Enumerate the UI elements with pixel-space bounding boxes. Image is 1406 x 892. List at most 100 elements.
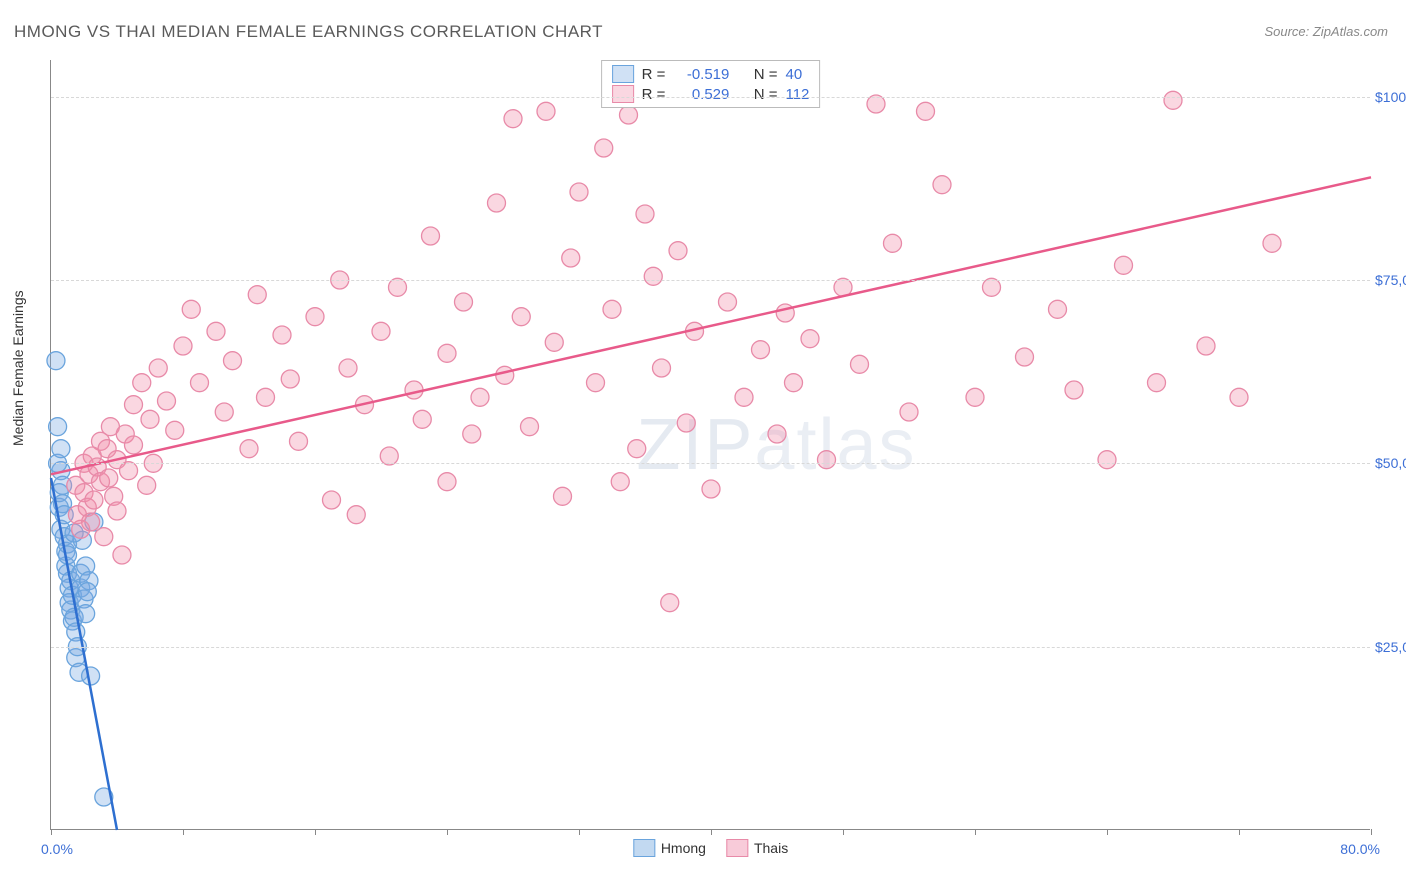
data-point <box>1148 374 1166 392</box>
data-point <box>108 502 126 520</box>
data-point <box>587 374 605 392</box>
legend-label: Hmong <box>661 840 706 856</box>
data-point <box>867 95 885 113</box>
gridline <box>51 647 1370 648</box>
x-axis-max-label: 80.0% <box>1340 841 1380 857</box>
data-point <box>603 300 621 318</box>
data-point <box>702 480 720 498</box>
data-point <box>933 176 951 194</box>
data-point <box>224 352 242 370</box>
data-point <box>752 341 770 359</box>
data-point <box>85 491 103 509</box>
data-point <box>191 374 209 392</box>
data-point <box>488 194 506 212</box>
data-point <box>380 447 398 465</box>
data-point <box>719 293 737 311</box>
plot-area: ZIPatlas R =-0.519 N =40R =0.529 N =112 … <box>50 60 1370 830</box>
data-point <box>100 469 118 487</box>
r-value: -0.519 <box>673 66 729 83</box>
data-point <box>537 102 555 120</box>
data-point <box>1098 451 1116 469</box>
data-point <box>504 110 522 128</box>
data-point <box>884 234 902 252</box>
plot-svg <box>51 60 1370 829</box>
x-tick <box>315 829 316 835</box>
legend-swatch <box>612 65 634 83</box>
data-point <box>182 300 200 318</box>
data-point <box>47 352 65 370</box>
data-point <box>785 374 803 392</box>
r-value: 0.529 <box>673 86 729 103</box>
data-point <box>438 344 456 362</box>
data-point <box>347 506 365 524</box>
source-attribution: Source: ZipAtlas.com <box>1264 24 1388 39</box>
bottom-legend: Hmong Thais <box>633 839 788 857</box>
r-label: R = <box>642 66 666 83</box>
data-point <box>77 605 95 623</box>
x-axis-min-label: 0.0% <box>41 841 73 857</box>
data-point <box>82 667 100 685</box>
data-point <box>215 403 233 421</box>
gridline <box>51 97 1370 98</box>
data-point <box>554 487 572 505</box>
data-point <box>82 513 100 531</box>
data-point <box>562 249 580 267</box>
x-tick <box>447 829 448 835</box>
data-point <box>1016 348 1034 366</box>
data-point <box>323 491 341 509</box>
data-point <box>496 366 514 384</box>
data-point <box>595 139 613 157</box>
data-point <box>273 326 291 344</box>
data-point <box>735 388 753 406</box>
legend-label: Thais <box>754 840 788 856</box>
data-point <box>620 106 638 124</box>
data-point <box>768 425 786 443</box>
data-point <box>339 359 357 377</box>
r-label: R = <box>642 86 666 103</box>
y-tick-label: $75,000 <box>1375 272 1406 288</box>
x-tick <box>1371 829 1372 835</box>
data-point <box>113 546 131 564</box>
data-point <box>1065 381 1083 399</box>
chart-title: HMONG VS THAI MEDIAN FEMALE EARNINGS COR… <box>14 22 603 42</box>
data-point <box>248 286 266 304</box>
data-point <box>389 278 407 296</box>
data-point <box>120 462 138 480</box>
n-value: 40 <box>785 66 802 83</box>
data-point <box>281 370 299 388</box>
n-label: N = <box>754 66 778 83</box>
stats-row: R =0.529 N =112 <box>612 85 810 103</box>
x-tick <box>183 829 184 835</box>
data-point <box>463 425 481 443</box>
data-point <box>49 418 67 436</box>
stats-legend: R =-0.519 N =40R =0.529 N =112 <box>601 60 821 108</box>
legend-item: Hmong <box>633 839 706 857</box>
data-point <box>141 410 159 428</box>
x-tick <box>711 829 712 835</box>
data-point <box>628 440 646 458</box>
data-point <box>207 322 225 340</box>
data-point <box>1197 337 1215 355</box>
data-point <box>851 355 869 373</box>
n-value: 112 <box>785 86 809 103</box>
x-tick <box>51 829 52 835</box>
data-point <box>413 410 431 428</box>
data-point <box>158 392 176 410</box>
data-point <box>611 473 629 491</box>
data-point <box>166 421 184 439</box>
data-point <box>306 308 324 326</box>
trend-line <box>51 177 1371 474</box>
data-point <box>1049 300 1067 318</box>
data-point <box>801 330 819 348</box>
data-point <box>174 337 192 355</box>
data-point <box>818 451 836 469</box>
data-point <box>966 388 984 406</box>
data-point <box>900 403 918 421</box>
data-point <box>240 440 258 458</box>
x-tick <box>1107 829 1108 835</box>
chart-container: HMONG VS THAI MEDIAN FEMALE EARNINGS COR… <box>0 0 1406 892</box>
y-tick-label: $100,000 <box>1375 89 1406 105</box>
data-point <box>422 227 440 245</box>
data-point <box>455 293 473 311</box>
data-point <box>1263 234 1281 252</box>
